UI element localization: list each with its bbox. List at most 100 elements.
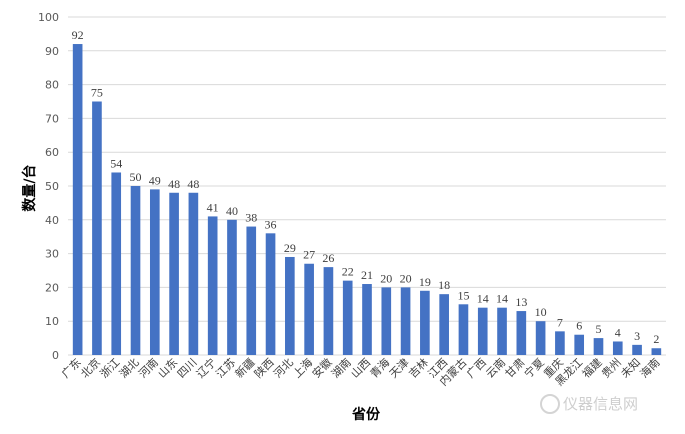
data-label: 36 [265, 217, 277, 231]
bar-甘肃 [516, 311, 527, 355]
x-tick-label: 青海 [367, 355, 392, 380]
bar-上海 [304, 263, 314, 355]
x-tick-label: 山西 [348, 356, 373, 381]
x-tick-label: 天津 [387, 356, 412, 381]
bar-江西 [439, 294, 449, 355]
bar-广东 [72, 44, 83, 355]
y-tick-label: 60 [45, 146, 59, 159]
watermark: 仪器信息网 [540, 394, 638, 414]
data-label: 10 [535, 305, 547, 319]
data-label: 22 [342, 265, 354, 279]
y-tick-label: 50 [45, 180, 59, 193]
data-label: 3 [634, 329, 640, 343]
x-tick-label: 广西 [464, 356, 489, 381]
bar-河北 [285, 256, 295, 355]
x-tick-label: 江苏 [213, 356, 238, 381]
x-tick-label: 贵州 [599, 356, 624, 381]
x-tick-label: 辽宁 [193, 355, 218, 380]
bar-吉林 [420, 290, 430, 355]
bar-天津 [400, 287, 411, 355]
data-label: 4 [615, 325, 621, 339]
bar-湖南 [342, 280, 353, 355]
x-tick-label: 海南 [637, 355, 662, 380]
x-tick-label: 四川 [175, 356, 200, 381]
watermark-logo-icon [540, 394, 560, 414]
bar-山西 [362, 284, 372, 355]
data-label: 54 [110, 156, 122, 170]
data-label: 5 [595, 322, 601, 336]
bar-江苏 [227, 219, 237, 355]
bar-陕西 [265, 233, 276, 355]
data-label: 27 [303, 248, 315, 262]
bar-宁夏 [535, 321, 546, 355]
y-tick-label: 40 [45, 214, 59, 227]
bar-青海 [381, 287, 392, 355]
y-tick-label: 30 [45, 248, 59, 261]
data-label: 7 [557, 315, 563, 329]
bar-新疆 [246, 226, 257, 355]
data-label: 6 [576, 319, 582, 333]
data-label: 14 [477, 292, 489, 306]
data-label: 20 [400, 271, 412, 285]
data-label: 49 [149, 173, 161, 187]
y-tick-label: 70 [45, 112, 59, 125]
x-tick-label: 宁夏 [521, 355, 546, 380]
y-tick-label: 10 [45, 315, 59, 328]
data-label: 18 [438, 278, 450, 292]
x-tick-label: 甘肃 [503, 356, 528, 381]
bar-北京 [92, 101, 102, 355]
x-tick-label: 湖南 [329, 356, 354, 381]
bar-重庆 [555, 331, 565, 355]
bar-福建 [593, 338, 604, 355]
x-tick-label: 新疆 [232, 355, 257, 380]
bar-海南 [651, 348, 662, 355]
bar-贵州 [612, 341, 623, 355]
data-label: 50 [130, 170, 142, 184]
bar-山东 [169, 192, 179, 355]
x-tick-label: 上海 [290, 355, 315, 380]
x-axis-ticks: 广东北京浙江湖北河南山东四川辽宁江苏新疆陕西河北上海安徽湖南山西青海天津吉林江西… [59, 355, 662, 388]
bar-四川 [188, 192, 199, 355]
bar-河南 [149, 189, 160, 355]
y-tick-label: 20 [45, 281, 59, 294]
data-label: 75 [91, 86, 103, 100]
data-label: 40 [226, 204, 238, 218]
y-tick-label: 0 [52, 349, 59, 362]
data-label: 48 [168, 177, 180, 191]
x-tick-label: 云南 [483, 356, 508, 381]
y-axis-ticks: 0 10 20 30 40 50 60 70 80 90 100 [38, 11, 59, 362]
bar-辽宁 [207, 216, 218, 355]
data-label: 26 [322, 251, 334, 265]
x-tick-label: 北京 [78, 355, 103, 380]
data-label: 2 [653, 332, 659, 346]
x-tick-label: 吉林 [406, 355, 431, 380]
data-label: 29 [284, 241, 296, 255]
watermark-text: 仪器信息网 [563, 395, 638, 413]
data-label: 19 [419, 275, 431, 289]
data-label: 38 [245, 211, 257, 225]
y-axis-title: 数量/台 [21, 164, 38, 211]
bars [72, 44, 662, 355]
bar-云南 [497, 307, 507, 355]
y-tick-label: 100 [38, 11, 59, 24]
x-tick-label: 山东 [155, 356, 180, 381]
y-tick-label: 80 [45, 79, 59, 92]
x-tick-label: 福建 [579, 355, 604, 380]
data-label: 14 [496, 292, 508, 306]
bar-广西 [477, 307, 488, 355]
x-tick-label: 陕西 [251, 355, 276, 380]
x-tick-label: 河北 [271, 356, 296, 381]
data-label: 92 [72, 28, 84, 42]
x-tick-label: 未知 [618, 355, 643, 380]
bar-内蒙古 [458, 304, 469, 355]
x-tick-label: 安徽 [309, 355, 334, 380]
bar-安徽 [323, 267, 334, 355]
data-label: 13 [515, 295, 527, 309]
data-label: 21 [361, 268, 373, 282]
y-tick-label: 90 [45, 45, 59, 58]
bar-湖北 [130, 186, 141, 355]
x-tick-label: 河南 [136, 356, 161, 381]
data-label: 20 [380, 271, 392, 285]
data-label: 15 [457, 288, 469, 302]
